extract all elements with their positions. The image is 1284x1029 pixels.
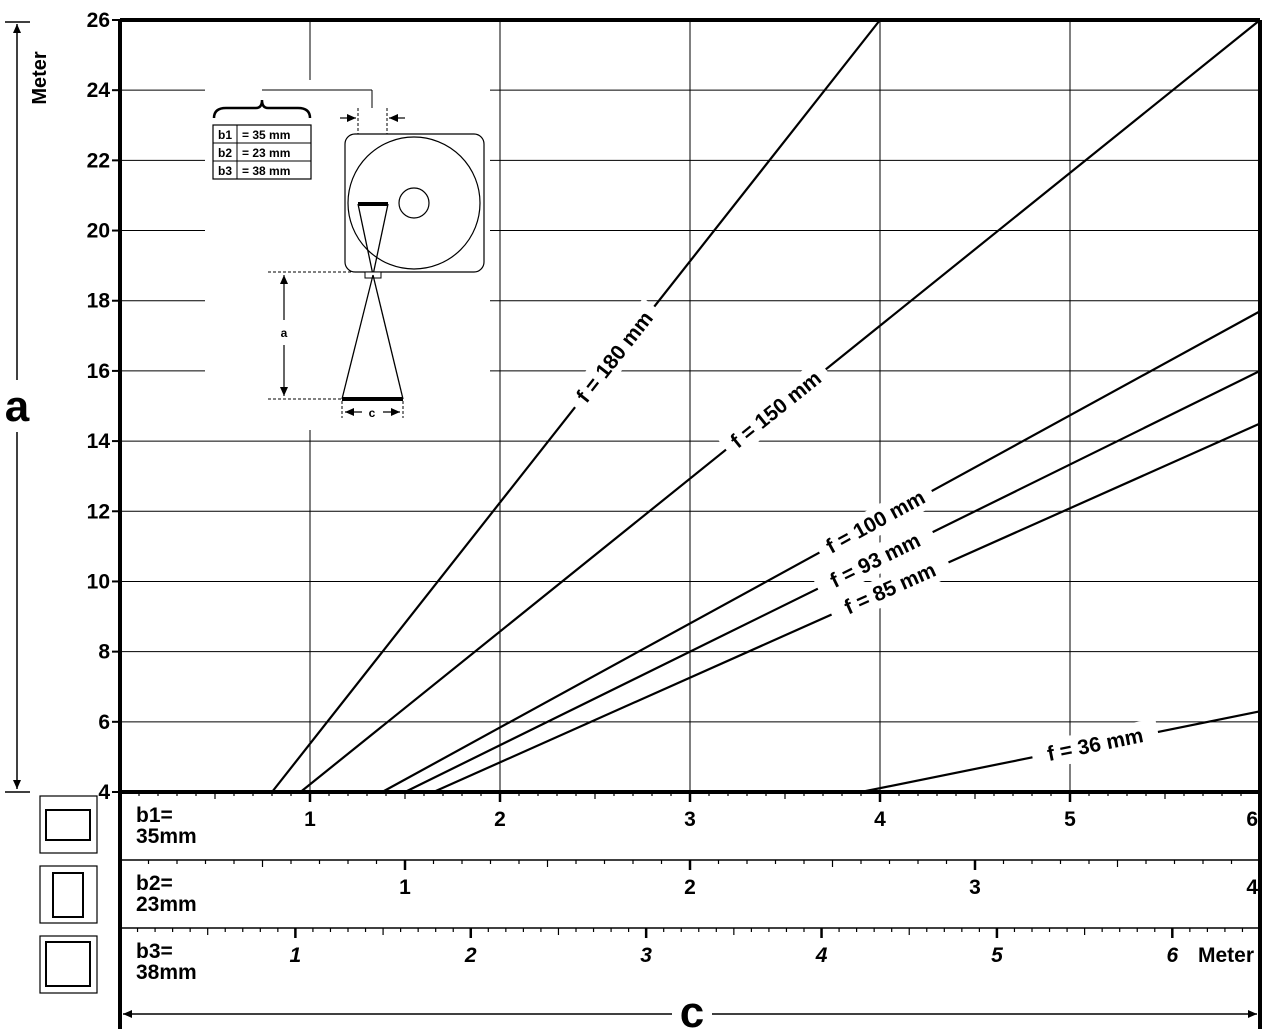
y-tick-label: 16	[87, 360, 110, 383]
scale-name-line1: b3=	[136, 940, 173, 963]
series-label-group: f = 180 mm	[564, 297, 666, 416]
series-label-background	[717, 358, 835, 461]
y-tick-label: 8	[98, 641, 110, 664]
brace-icon	[212, 99, 312, 119]
x-axis-letter: c	[680, 988, 704, 1029]
projector-body-icon	[344, 133, 485, 273]
x-axis: c	[123, 988, 1257, 1029]
y-tick-label: 12	[87, 500, 110, 523]
scale-tick-label: 3	[684, 808, 696, 831]
scale-tick-label: 5	[991, 944, 1003, 967]
scale-tick-label: 3	[640, 944, 652, 967]
scale-tick-label: 1	[304, 808, 316, 831]
scale-1: b1=35mm 1 2 3 4 5 6	[120, 792, 1260, 861]
series-label-background	[812, 478, 939, 565]
scale-3: b3=38mm 1 2 3 4 5 6 Meter	[136, 928, 1254, 984]
series-label-group: f = 36 mm	[1029, 718, 1161, 772]
format-b1-inner-icon	[45, 809, 91, 841]
scale-tick-label: 1	[290, 944, 302, 967]
y-tick-label: 22	[87, 149, 110, 172]
series-label: f = 180 mm	[572, 307, 658, 407]
scale-tick-label: 4	[815, 944, 828, 967]
series-label-background	[564, 297, 666, 416]
scale-name-line1: b1=	[136, 804, 173, 827]
y-tick-label: 10	[87, 570, 110, 593]
inset-distance-label: a	[281, 326, 288, 340]
scale-tick-label: 6	[1166, 944, 1178, 967]
scale-tick-label: 2	[684, 876, 696, 899]
scale-tick-label: 6	[1246, 808, 1258, 831]
table-key-b3: b3	[218, 164, 232, 178]
format-icons	[39, 795, 98, 994]
y-tick-label: 6	[98, 711, 110, 734]
scale-tick-label: 3	[969, 876, 981, 899]
y-tick-label: 18	[87, 290, 111, 313]
scale-2: b2=23mm 1 2 3 4	[120, 860, 1260, 929]
table-key-b2: b2	[218, 146, 232, 160]
scale-tick-label: 2	[464, 944, 477, 967]
inset-width-label: c	[369, 406, 376, 420]
scale-name-line2: 38mm	[136, 961, 197, 984]
film-format-table: b1 = 35 mm b2 = 23 mm b3 = 38 mm	[212, 124, 312, 180]
projection-diagram: b1 = 35 mm b2 = 23 mm b3 = 38 mm a	[205, 80, 490, 430]
scale-tick-label: 4	[1246, 876, 1258, 899]
y-axis-unit-label: Meter	[29, 51, 51, 105]
series-label-background	[1029, 718, 1161, 772]
y-tick-label: 4	[98, 781, 110, 804]
scale-unit-label: Meter	[1198, 944, 1254, 967]
format-b3-inner-icon	[45, 941, 91, 987]
image-width-scales: b1=35mm 1 2 3 4 5 6 b2=23mm 1 2 3 4 b3=38mm 1 2 3 4 5 6 Met…	[120, 792, 1260, 984]
scale-name-line2: 35mm	[136, 825, 197, 848]
table-value-b2: = 23 mm	[242, 146, 290, 160]
scale-name-line2: 23mm	[136, 893, 197, 916]
format-b2-inner-icon	[52, 872, 84, 918]
reel-icon	[347, 136, 481, 270]
y-tick-label: 20	[87, 220, 110, 243]
y-tick-label: 14	[87, 430, 111, 453]
scale-tick-label: 5	[1064, 808, 1076, 831]
scale-tick-label: 4	[874, 808, 886, 831]
series-label-background	[811, 519, 939, 602]
y-tick-label: 26	[87, 9, 110, 32]
table-key-b1: b1	[218, 128, 232, 142]
scale-tick-label: 1	[399, 876, 411, 899]
scale-tick-label: 2	[494, 808, 506, 831]
table-value-b1: = 35 mm	[242, 128, 290, 142]
reel-hub-icon	[398, 187, 430, 219]
series-label-group: f = 150 mm	[717, 358, 835, 461]
scale-name-line1: b2=	[136, 872, 173, 895]
y-axis-letter: a	[5, 382, 30, 431]
series-label-background	[825, 549, 955, 628]
y-axis: Meter a 4 6 8 10 12 14 16 18 20 22 24 26	[5, 9, 120, 804]
y-tick-label: 24	[87, 79, 111, 102]
series-label: f = 150 mm	[726, 367, 825, 453]
table-value-b3: = 38 mm	[242, 164, 290, 178]
